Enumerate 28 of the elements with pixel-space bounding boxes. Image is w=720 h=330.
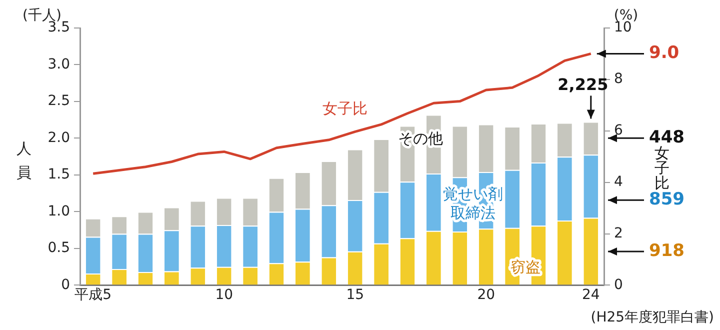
x-tick-label: 平成5	[74, 287, 112, 304]
y-tick-label: 0.5	[48, 240, 70, 256]
y-tick-label: 2.5	[48, 93, 70, 110]
y2-tick-label: 6	[614, 122, 623, 139]
text: (H25年度犯罪白書)	[590, 310, 714, 326]
series-label: 女子比	[322, 100, 368, 118]
total-label: 2,225	[558, 74, 608, 94]
x-tick-label: 20	[477, 287, 496, 304]
y-tick-label: 3.5	[48, 20, 70, 36]
y2-tick-label: 8	[614, 71, 623, 88]
text: 0	[61, 276, 70, 293]
text: 918	[649, 240, 684, 261]
x-tick-label: 24	[582, 287, 600, 304]
y-tick-label: 3.0	[48, 56, 70, 72]
y-tick-label: 2.0	[48, 130, 70, 146]
y-tick-label: 1.0	[48, 203, 70, 220]
y-axis-title: 人員	[16, 139, 32, 182]
y2-tick-label: 4	[614, 174, 623, 190]
y2-tick-label: 0	[614, 276, 623, 293]
y2-axis-title: 女子比	[654, 144, 670, 192]
series-label: その他	[398, 130, 444, 148]
y2-tick-label: 10	[614, 20, 632, 36]
text: 859	[649, 190, 684, 210]
x-tick-label: 15	[346, 287, 364, 304]
x-tick-label: 10	[215, 287, 234, 304]
data-label: 9.0	[649, 43, 680, 64]
y-tick-label: 1.5	[48, 166, 70, 183]
y2-tick-label: 2	[614, 225, 623, 242]
